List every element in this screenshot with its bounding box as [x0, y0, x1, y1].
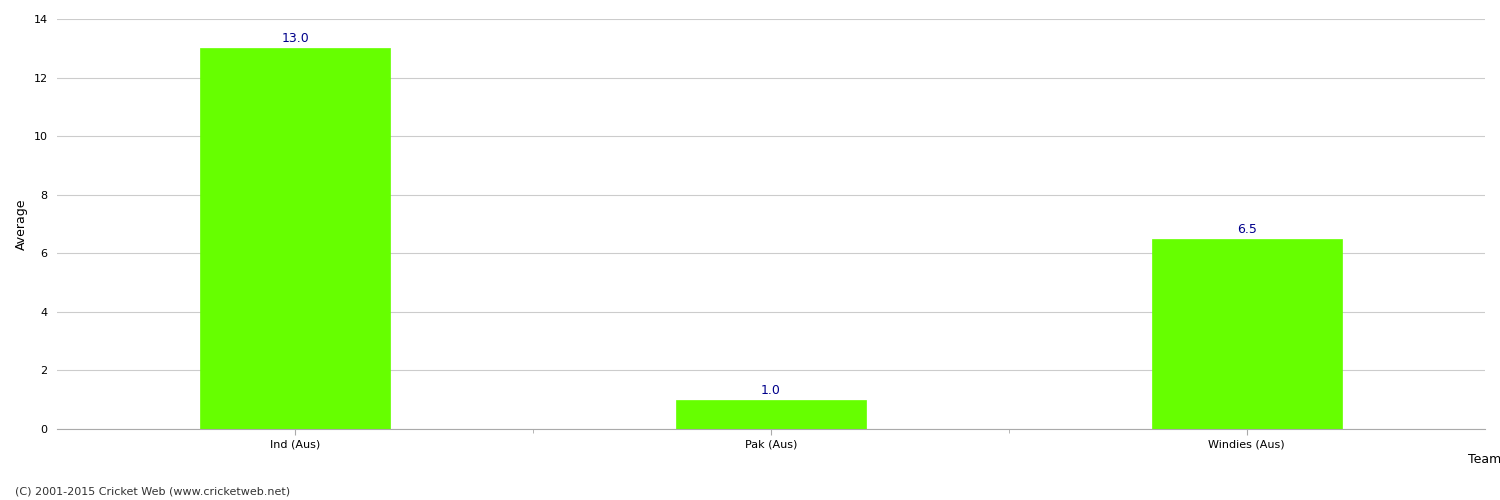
Y-axis label: Average: Average [15, 198, 28, 250]
X-axis label: Team: Team [1468, 454, 1500, 466]
Bar [200, 48, 390, 429]
Text: 13.0: 13.0 [282, 32, 309, 46]
Text: 1.0: 1.0 [760, 384, 782, 396]
Text: 6.5: 6.5 [1236, 222, 1257, 235]
Bar [1152, 238, 1342, 429]
Bar [676, 400, 865, 429]
Text: (C) 2001-2015 Cricket Web (www.cricketweb.net): (C) 2001-2015 Cricket Web (www.cricketwe… [15, 487, 290, 497]
